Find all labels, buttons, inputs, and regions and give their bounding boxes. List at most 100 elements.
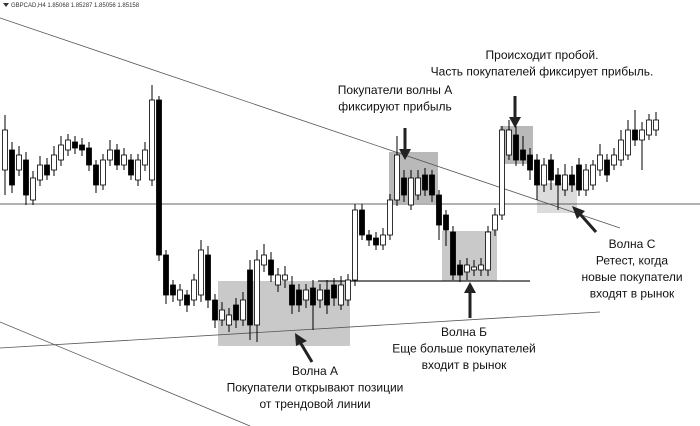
bear-candle [184, 294, 190, 306]
bull-candle [198, 249, 204, 296]
bear-candle [443, 214, 449, 231]
bull-candle [338, 284, 344, 306]
chart-title: GBPCAD,H4 1.85068 1.85287 1.85056 1.8515… [11, 3, 140, 9]
bull-candle [499, 129, 505, 216]
trendline [0, 17, 621, 229]
bear-candle [170, 284, 176, 296]
bull-candle [625, 129, 631, 156]
bull-candle [177, 289, 183, 301]
bull-candle [282, 274, 288, 281]
bear-candle [436, 194, 442, 226]
bear-candle [93, 164, 99, 186]
bear-candle [205, 254, 211, 301]
annotation: входят в рынок [590, 287, 675, 301]
bull-candle [639, 129, 645, 141]
trendline [0, 321, 251, 426]
bear-candle [555, 174, 561, 186]
menu-icon [3, 3, 9, 7]
arrow-head [399, 149, 411, 160]
annotation: Происходит пробой. [486, 48, 599, 62]
arrow-head [464, 282, 476, 293]
bear-candle [632, 129, 638, 141]
bull-candle [240, 299, 246, 321]
bear-candle [44, 164, 50, 176]
bear-candle [212, 299, 218, 321]
bull-candle [303, 289, 309, 301]
bull-candle [121, 154, 127, 166]
bull-candle [51, 154, 57, 171]
bear-candle [450, 231, 456, 276]
bear-candle [233, 304, 239, 321]
bull-candle [611, 154, 617, 166]
zone-wave-c [537, 183, 577, 213]
bull-candle [471, 266, 477, 271]
bull-candle [275, 274, 281, 286]
bull-candle [352, 209, 358, 281]
bear-candle [569, 174, 575, 186]
bull-candle [394, 154, 400, 201]
bear-candle [163, 254, 169, 296]
bull-candle [492, 214, 498, 231]
bull-candle [541, 164, 547, 186]
bear-candle [268, 259, 274, 276]
bull-candle [506, 129, 512, 156]
arrow [298, 341, 314, 363]
bear-candle [86, 147, 92, 166]
bull-candle [464, 264, 470, 273]
bull-candle [562, 174, 568, 191]
bull-candle [16, 154, 22, 171]
bull-candle [618, 139, 624, 161]
bull-candle [597, 154, 603, 171]
bear-candle [527, 154, 533, 171]
bull-candle [583, 169, 589, 191]
annotation: новые покупатели [581, 270, 682, 284]
bear-candle [324, 289, 330, 306]
bear-candle [401, 177, 407, 196]
bear-candle [366, 234, 372, 241]
bear-candle [289, 284, 295, 306]
bull-candle [37, 164, 43, 181]
bull-candle [653, 119, 659, 131]
bear-candle [79, 144, 85, 151]
annotation: от трендовой линии [259, 397, 370, 411]
bear-candle [156, 99, 162, 256]
bull-candle [100, 159, 106, 186]
bull-candle [317, 289, 323, 301]
annotation: Волна Б [441, 325, 487, 339]
bear-candle [310, 287, 316, 306]
bull-candle [58, 144, 64, 161]
bull-candle [2, 129, 8, 171]
bull-candle [485, 231, 491, 271]
bull-candle [142, 149, 148, 166]
arrow-head [572, 206, 585, 219]
annotations: Происходит пробой. Часть покупателей фикс… [227, 48, 683, 411]
bull-candle [590, 164, 596, 186]
bear-candle [72, 141, 78, 149]
bear-candle [331, 284, 337, 299]
bear-candle [576, 164, 582, 191]
bull-candle [135, 159, 141, 181]
bull-candle [261, 254, 267, 266]
annotation: Покупатели волны А [338, 83, 453, 97]
bear-candle [296, 289, 302, 306]
annotation: Покупатели открывают позиции [227, 381, 404, 395]
bear-candle [373, 237, 379, 246]
bull-candle [387, 199, 393, 236]
bull-candle [219, 309, 225, 321]
arrows [295, 96, 598, 363]
bull-candle [345, 279, 351, 301]
bull-candle [254, 259, 260, 326]
annotation: Часть покупателей фиксирует прибыль. [431, 65, 654, 79]
arrow [578, 213, 598, 233]
annotation: фиксируют прибыль [338, 100, 451, 114]
bull-candle [107, 149, 113, 161]
annotation: Ретест, когда [596, 254, 669, 268]
annotation: Волна С [609, 237, 656, 251]
bear-candle [429, 174, 435, 196]
bear-candle [128, 159, 134, 176]
annotation: Волна А [292, 364, 338, 378]
arrow-head [295, 333, 307, 346]
bear-candle [513, 134, 519, 161]
trendline [0, 311, 601, 349]
